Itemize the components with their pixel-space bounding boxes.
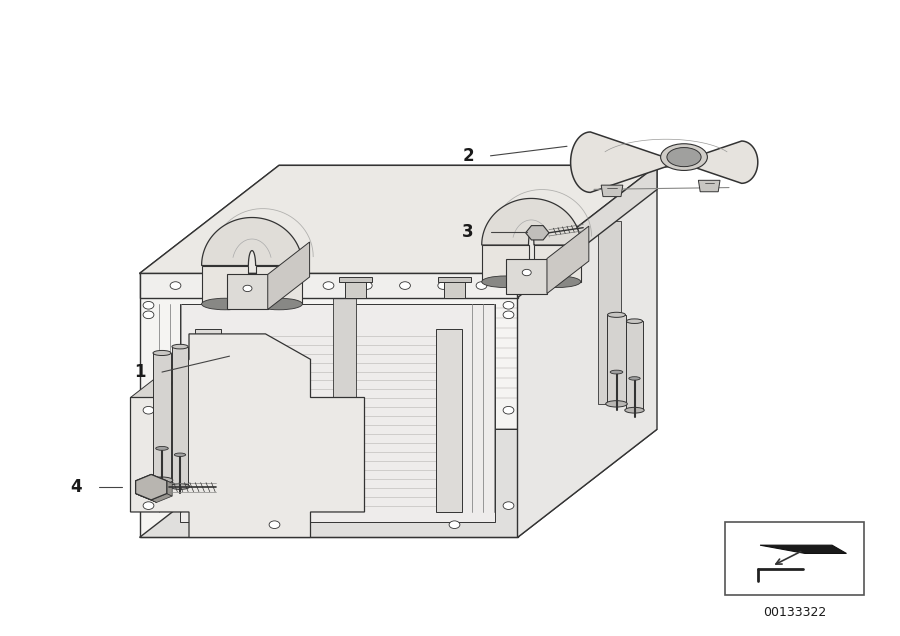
Polygon shape	[698, 181, 720, 192]
Polygon shape	[136, 481, 141, 496]
Text: 00133322: 00133322	[762, 606, 826, 619]
Ellipse shape	[606, 401, 627, 407]
Polygon shape	[571, 132, 758, 192]
Ellipse shape	[661, 144, 707, 170]
Ellipse shape	[610, 370, 623, 374]
Ellipse shape	[629, 377, 640, 380]
Polygon shape	[140, 165, 657, 273]
Polygon shape	[268, 242, 310, 310]
Ellipse shape	[202, 298, 248, 310]
Circle shape	[503, 311, 514, 319]
Circle shape	[243, 286, 252, 292]
Circle shape	[143, 406, 154, 414]
Ellipse shape	[156, 446, 168, 450]
Circle shape	[437, 282, 448, 289]
Polygon shape	[608, 315, 625, 404]
Bar	[180, 304, 495, 522]
Polygon shape	[526, 226, 549, 240]
Polygon shape	[518, 165, 657, 537]
Circle shape	[449, 521, 460, 529]
Circle shape	[503, 502, 514, 509]
Polygon shape	[339, 277, 372, 282]
Circle shape	[400, 282, 410, 289]
Ellipse shape	[626, 319, 643, 324]
Text: 4: 4	[71, 478, 82, 495]
Ellipse shape	[256, 298, 302, 310]
Circle shape	[284, 282, 295, 289]
Polygon shape	[136, 474, 157, 483]
Polygon shape	[534, 245, 580, 282]
Polygon shape	[256, 266, 302, 304]
Polygon shape	[140, 273, 518, 537]
Circle shape	[476, 282, 487, 289]
Circle shape	[208, 282, 220, 289]
Polygon shape	[626, 321, 643, 410]
Polygon shape	[195, 329, 220, 512]
Circle shape	[503, 301, 514, 309]
Polygon shape	[345, 279, 366, 298]
Ellipse shape	[625, 408, 644, 413]
Text: 1: 1	[134, 363, 145, 381]
Polygon shape	[438, 277, 471, 282]
Ellipse shape	[153, 350, 171, 356]
Ellipse shape	[170, 483, 190, 490]
Polygon shape	[202, 266, 248, 304]
Polygon shape	[598, 221, 621, 404]
Polygon shape	[227, 275, 268, 310]
Polygon shape	[482, 198, 580, 245]
Polygon shape	[507, 259, 547, 294]
Circle shape	[362, 282, 373, 289]
Circle shape	[143, 502, 154, 509]
Polygon shape	[153, 353, 171, 480]
Polygon shape	[333, 221, 356, 404]
Polygon shape	[601, 185, 623, 197]
Ellipse shape	[667, 148, 701, 167]
Polygon shape	[202, 218, 302, 266]
Circle shape	[143, 311, 154, 319]
Polygon shape	[140, 165, 657, 273]
Text: 2: 2	[463, 147, 473, 165]
Polygon shape	[151, 494, 172, 502]
Polygon shape	[140, 429, 657, 537]
Circle shape	[323, 282, 334, 289]
Polygon shape	[547, 226, 589, 294]
Ellipse shape	[175, 453, 185, 457]
Circle shape	[269, 521, 280, 529]
Polygon shape	[444, 279, 465, 298]
Polygon shape	[136, 494, 157, 502]
Polygon shape	[518, 165, 657, 298]
Polygon shape	[166, 481, 172, 496]
Ellipse shape	[172, 344, 188, 349]
Polygon shape	[760, 545, 846, 553]
Circle shape	[170, 282, 181, 289]
Ellipse shape	[534, 276, 580, 287]
Polygon shape	[151, 474, 172, 483]
Polygon shape	[136, 474, 166, 500]
Text: 3: 3	[463, 223, 473, 241]
Circle shape	[143, 301, 154, 309]
Circle shape	[503, 406, 514, 414]
Bar	[724, 522, 864, 595]
Circle shape	[522, 270, 531, 276]
Polygon shape	[140, 273, 518, 298]
Ellipse shape	[482, 276, 528, 287]
Polygon shape	[172, 347, 188, 487]
Polygon shape	[130, 334, 364, 537]
Ellipse shape	[608, 312, 625, 317]
Polygon shape	[136, 474, 166, 500]
Ellipse shape	[151, 477, 173, 483]
Polygon shape	[482, 245, 528, 282]
Circle shape	[247, 282, 257, 289]
Polygon shape	[436, 329, 462, 512]
Polygon shape	[130, 343, 200, 423]
